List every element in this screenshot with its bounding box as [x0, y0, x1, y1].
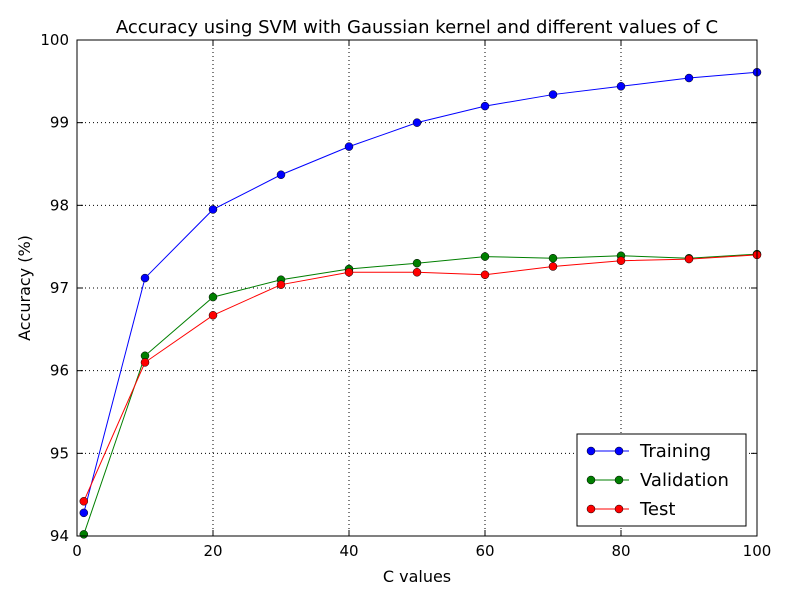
data-point-validation	[548, 253, 558, 263]
data-point-test	[79, 497, 89, 506]
series-training	[79, 67, 762, 518]
data-point-test	[140, 358, 150, 367]
data-point-test	[276, 280, 286, 289]
legend-marker-validation	[614, 475, 624, 485]
chart-title: Accuracy using SVM with Gaussian kernel …	[116, 17, 718, 38]
y-tick-label: 99	[50, 114, 69, 132]
y-tick-label: 100	[40, 31, 69, 49]
data-point-training	[616, 82, 626, 91]
data-point-validation	[480, 252, 490, 261]
legend-marker-test	[614, 504, 624, 514]
data-point-training	[548, 90, 558, 99]
data-point-training	[480, 101, 490, 111]
series-test	[79, 250, 762, 506]
data-point-test	[208, 311, 218, 320]
data-point-test	[684, 254, 694, 264]
data-point-test	[480, 270, 490, 280]
data-point-training	[684, 73, 694, 83]
legend-marker-training	[614, 446, 624, 456]
x-tick-label: 40	[339, 542, 358, 560]
x-axis-label: C values	[383, 567, 451, 586]
data-point-training	[276, 170, 286, 179]
legend: Training Validation Test	[576, 433, 747, 527]
data-point-test	[412, 268, 422, 277]
data-point-test	[616, 256, 626, 265]
data-point-test	[548, 262, 558, 271]
x-tick-label: 20	[203, 542, 222, 560]
data-point-training	[412, 118, 422, 127]
legend-label-test: Test	[639, 499, 675, 520]
data-point-validation	[412, 258, 422, 268]
data-point-training	[344, 142, 354, 151]
plot-series	[79, 67, 762, 539]
legend-marker-training	[586, 446, 596, 456]
x-tick-label: 60	[475, 542, 494, 560]
x-tick-label: 0	[72, 542, 82, 560]
y-axis-label: Accuracy (%)	[15, 235, 34, 341]
axis-ticks: 0 20 40 60 80 100 94 95 96 97 98 99 100	[40, 31, 771, 560]
data-point-training	[140, 273, 150, 283]
legend-marker-test	[586, 504, 596, 514]
data-point-validation	[79, 530, 89, 539]
data-point-training	[79, 508, 89, 518]
data-point-training	[208, 205, 218, 214]
legend-marker-validation	[586, 475, 596, 485]
data-point-test	[344, 268, 354, 277]
y-tick-label: 98	[50, 196, 69, 214]
x-tick-label: 100	[743, 542, 772, 560]
legend-label-training: Training	[639, 441, 711, 462]
data-point-validation	[208, 292, 218, 302]
legend-label-validation: Validation	[640, 470, 729, 491]
y-tick-label: 97	[50, 279, 69, 297]
y-tick-label: 96	[50, 362, 69, 380]
y-tick-label: 95	[50, 444, 69, 462]
x-tick-label: 80	[611, 542, 630, 560]
y-tick-label: 94	[50, 527, 69, 545]
